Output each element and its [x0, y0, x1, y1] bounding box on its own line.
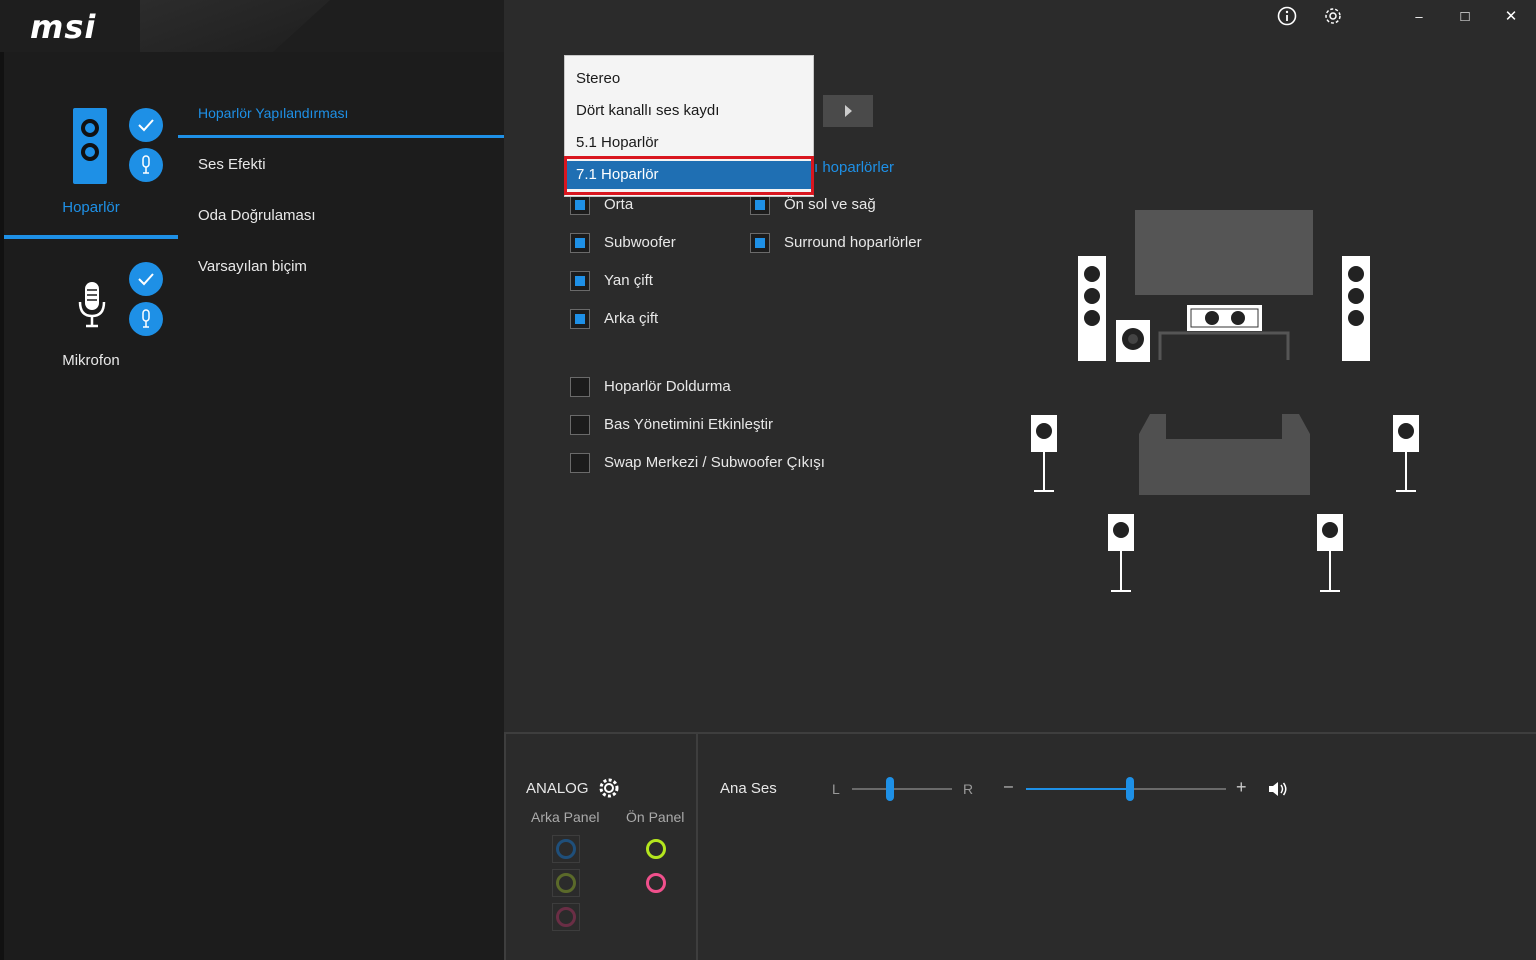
checkbox-subwoofer[interactable]: [570, 233, 590, 253]
checkbox-rear-pair[interactable]: [570, 309, 590, 329]
front-speakers-link[interactable]: ı hoparlörler: [814, 159, 895, 176]
volume-slider-fill: [1026, 788, 1130, 790]
volume-minus-button[interactable]: –: [1004, 778, 1013, 795]
checkbox-side-pair[interactable]: [570, 271, 590, 291]
front-right-speaker: [1342, 256, 1370, 361]
mic-default-icon: [129, 302, 163, 336]
rear-panel-label: Arka Panel: [531, 809, 600, 825]
menu-item-default-format[interactable]: Varsayılan biçim: [198, 258, 307, 275]
play-icon: [845, 105, 852, 117]
menu-item-sound-effect[interactable]: Ses Efekti: [198, 156, 266, 173]
center-speaker: [1187, 305, 1262, 331]
gear-icon[interactable]: [1321, 4, 1345, 28]
sofa: [1139, 414, 1310, 495]
master-volume-label: Ana Ses: [720, 780, 777, 797]
dropdown-option-7-1[interactable]: 7.1 Hoparlör: [565, 161, 813, 189]
balance-slider-track[interactable]: [852, 788, 952, 790]
speaker-connected-check-icon: [129, 108, 163, 142]
volume-slider-thumb[interactable]: [1126, 777, 1134, 801]
checkbox-swap-center-sub[interactable]: [570, 453, 590, 473]
front-jack-pink[interactable]: [642, 869, 670, 897]
info-icon[interactable]: [1275, 4, 1299, 28]
close-button[interactable]: ✕: [1504, 8, 1518, 25]
checkbox-rear-pair-label: Arka çift: [604, 310, 659, 327]
tv-screen: [1135, 210, 1313, 295]
device-speaker[interactable]: Hoparlör: [4, 52, 178, 240]
jack-ring-icon: [646, 839, 666, 859]
dropdown-option-stereo[interactable]: Stereo: [576, 70, 621, 87]
speaker-config-dropdown[interactable]: Stereo Dört kanallı ses kaydı 5.1 Hoparl…: [564, 55, 814, 197]
bottom-panel: ANALOG Arka Panel Ön Panel Ana Ses L R –…: [504, 732, 1536, 960]
front-jack-green[interactable]: [642, 835, 670, 863]
checkbox-bass-management[interactable]: [570, 415, 590, 435]
front-panel-label: Ön Panel: [626, 809, 685, 825]
jack-ring-icon: [646, 873, 666, 893]
checkbox-front-lr-label: Ön sol ve sağ: [784, 196, 876, 213]
speaker-default-mic-icon: [129, 148, 163, 182]
checkbox-speaker-fill-label: Hoparlör Doldurma: [604, 378, 731, 395]
tv-stand: [1158, 331, 1290, 360]
checkbox-center-label: Orta: [604, 196, 634, 213]
menu-item-room-calibration[interactable]: Oda Doğrulaması: [198, 207, 316, 224]
menu-active-underline: [178, 135, 504, 138]
msi-logo: msi: [30, 8, 97, 46]
rear-jack-green[interactable]: [552, 869, 580, 897]
checkbox-side-pair-label: Yan çift: [604, 272, 653, 289]
checkbox-front-lr[interactable]: [750, 195, 770, 215]
balance-slider-thumb[interactable]: [886, 777, 894, 801]
side-right-speaker: [1393, 415, 1419, 492]
analog-gear-icon[interactable]: [598, 777, 620, 799]
checkbox-bass-management-label: Bas Yönetimini Etkinleştir: [604, 416, 773, 433]
menu-item-speaker-config[interactable]: Hoparlör Yapılandırması: [198, 105, 349, 121]
volume-plus-button[interactable]: +: [1236, 777, 1247, 797]
microphone-icon: [78, 282, 106, 328]
rear-jack-blue[interactable]: [552, 835, 580, 863]
checkbox-subwoofer-label: Subwoofer: [604, 234, 676, 251]
speaker-icon: [73, 108, 107, 184]
jack-ring-icon: [556, 907, 576, 927]
jack-ring-icon: [556, 839, 576, 859]
device-speaker-label: Hoparlör: [62, 199, 120, 216]
device-microphone-label: Mikrofon: [62, 352, 120, 369]
rear-jack-pink[interactable]: [552, 903, 580, 931]
device-microphone[interactable]: Mikrofon: [4, 240, 178, 400]
maximize-button[interactable]: □: [1460, 7, 1470, 25]
analog-label: ANALOG: [526, 780, 589, 797]
speaker-layout-diagram: [1031, 210, 1419, 592]
device-active-underline: [4, 235, 178, 239]
minimize-button[interactable]: –: [1415, 8, 1423, 24]
checkbox-swap-center-sub-label: Swap Merkezi / Subwoofer Çıkışı: [604, 454, 825, 471]
selection-highlight-box: [564, 156, 814, 195]
rear-left-speaker: [1108, 514, 1134, 592]
side-left-speaker: [1031, 415, 1057, 492]
balance-right-label: R: [963, 781, 974, 797]
checkbox-surround-label: Surround hoparlörler: [784, 234, 922, 251]
checkbox-speaker-fill[interactable]: [570, 377, 590, 397]
settings-menu: Hoparlör Yapılandırması Ses Efekti Oda D…: [178, 52, 504, 960]
checkbox-surround[interactable]: [750, 233, 770, 253]
rear-right-speaker: [1317, 514, 1343, 592]
subwoofer-speaker: [1116, 320, 1150, 362]
test-play-button[interactable]: [823, 95, 873, 127]
checkbox-center[interactable]: [570, 195, 590, 215]
device-sidebar: Hoparlör Mikrofon: [0, 52, 178, 960]
balance-left-label: L: [832, 781, 840, 797]
logo-band: msi: [0, 0, 504, 52]
dropdown-option-5-1[interactable]: 5.1 Hoparlör: [576, 134, 659, 151]
logo-stripe: [140, 0, 330, 52]
jack-ring-icon: [556, 873, 576, 893]
mic-connected-check-icon: [129, 262, 163, 296]
analog-section: ANALOG Arka Panel Ön Panel: [504, 734, 698, 960]
dropdown-option-quad[interactable]: Dört kanallı ses kaydı: [576, 102, 720, 119]
front-left-speaker: [1078, 256, 1106, 361]
speaker-volume-icon[interactable]: [1268, 780, 1288, 798]
